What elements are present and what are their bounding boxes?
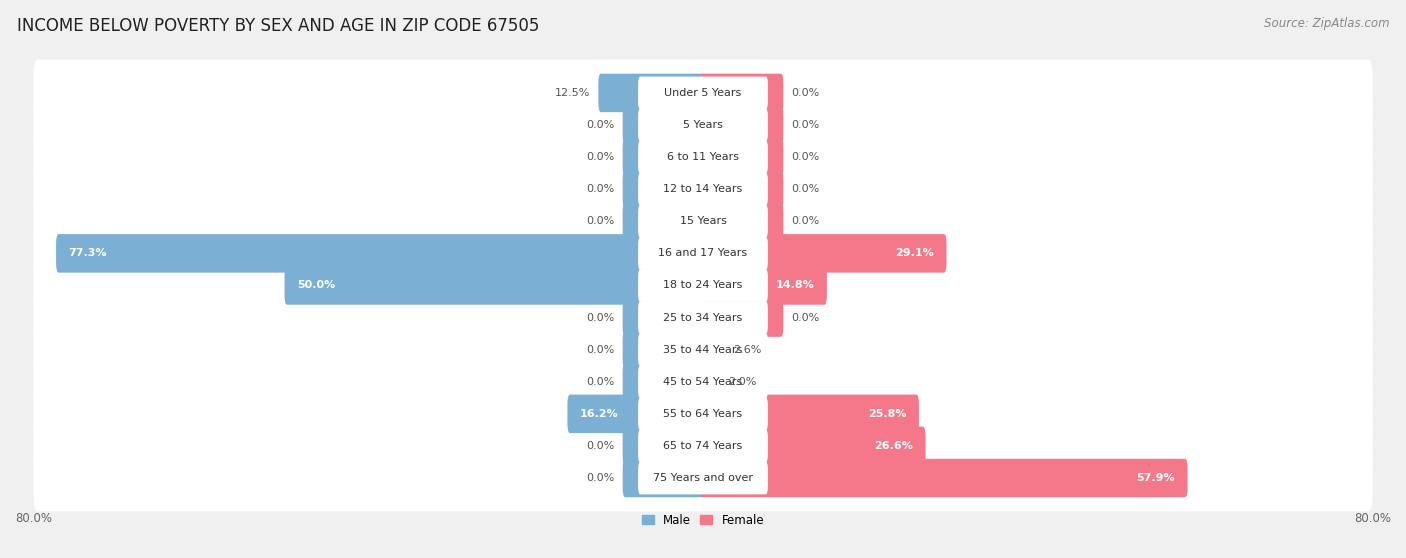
Text: 0.0%: 0.0% <box>586 377 614 387</box>
Text: 0.0%: 0.0% <box>586 217 614 227</box>
Text: 12 to 14 Years: 12 to 14 Years <box>664 184 742 194</box>
Text: 0.0%: 0.0% <box>586 152 614 162</box>
Text: 2.6%: 2.6% <box>733 345 762 355</box>
Text: 35 to 44 Years: 35 to 44 Years <box>664 345 742 355</box>
FancyBboxPatch shape <box>700 299 783 337</box>
Text: 26.6%: 26.6% <box>875 441 912 451</box>
FancyBboxPatch shape <box>700 330 724 369</box>
FancyBboxPatch shape <box>638 76 768 109</box>
Legend: Male, Female: Male, Female <box>641 513 765 527</box>
FancyBboxPatch shape <box>700 266 827 305</box>
Text: 0.0%: 0.0% <box>586 345 614 355</box>
Text: 15 Years: 15 Years <box>679 217 727 227</box>
FancyBboxPatch shape <box>34 156 1372 223</box>
FancyBboxPatch shape <box>638 109 768 141</box>
FancyBboxPatch shape <box>638 430 768 462</box>
Text: 0.0%: 0.0% <box>586 441 614 451</box>
FancyBboxPatch shape <box>638 141 768 174</box>
Text: 75 Years and over: 75 Years and over <box>652 473 754 483</box>
FancyBboxPatch shape <box>638 205 768 238</box>
FancyBboxPatch shape <box>599 74 706 112</box>
FancyBboxPatch shape <box>623 170 706 209</box>
FancyBboxPatch shape <box>56 234 706 273</box>
FancyBboxPatch shape <box>34 348 1372 415</box>
FancyBboxPatch shape <box>34 220 1372 287</box>
FancyBboxPatch shape <box>638 461 768 494</box>
FancyBboxPatch shape <box>700 138 783 176</box>
FancyBboxPatch shape <box>700 202 783 240</box>
Text: 25.8%: 25.8% <box>868 409 907 419</box>
FancyBboxPatch shape <box>623 459 706 497</box>
FancyBboxPatch shape <box>638 237 768 270</box>
Text: 16 and 17 Years: 16 and 17 Years <box>658 248 748 258</box>
Text: Source: ZipAtlas.com: Source: ZipAtlas.com <box>1264 17 1389 30</box>
FancyBboxPatch shape <box>700 106 783 145</box>
FancyBboxPatch shape <box>700 170 783 209</box>
Text: 14.8%: 14.8% <box>776 281 814 291</box>
Text: 0.0%: 0.0% <box>586 312 614 323</box>
FancyBboxPatch shape <box>34 60 1372 126</box>
Text: Under 5 Years: Under 5 Years <box>665 88 741 98</box>
FancyBboxPatch shape <box>34 412 1372 479</box>
FancyBboxPatch shape <box>623 106 706 145</box>
Text: 0.0%: 0.0% <box>792 312 820 323</box>
FancyBboxPatch shape <box>623 427 706 465</box>
FancyBboxPatch shape <box>623 138 706 176</box>
Text: 2.0%: 2.0% <box>728 377 756 387</box>
FancyBboxPatch shape <box>623 363 706 401</box>
FancyBboxPatch shape <box>34 92 1372 158</box>
FancyBboxPatch shape <box>34 316 1372 383</box>
FancyBboxPatch shape <box>638 301 768 334</box>
FancyBboxPatch shape <box>700 395 920 433</box>
Text: 0.0%: 0.0% <box>792 152 820 162</box>
Text: 50.0%: 50.0% <box>297 281 336 291</box>
FancyBboxPatch shape <box>638 333 768 366</box>
Text: 0.0%: 0.0% <box>586 120 614 130</box>
FancyBboxPatch shape <box>700 363 720 401</box>
Text: 57.9%: 57.9% <box>1136 473 1175 483</box>
Text: 29.1%: 29.1% <box>896 248 934 258</box>
Text: 6 to 11 Years: 6 to 11 Years <box>666 152 740 162</box>
Text: 5 Years: 5 Years <box>683 120 723 130</box>
Text: 55 to 64 Years: 55 to 64 Years <box>664 409 742 419</box>
Text: 25 to 34 Years: 25 to 34 Years <box>664 312 742 323</box>
Text: 12.5%: 12.5% <box>554 88 591 98</box>
Text: 18 to 24 Years: 18 to 24 Years <box>664 281 742 291</box>
FancyBboxPatch shape <box>34 284 1372 351</box>
Text: 65 to 74 Years: 65 to 74 Years <box>664 441 742 451</box>
Text: 45 to 54 Years: 45 to 54 Years <box>664 377 742 387</box>
FancyBboxPatch shape <box>638 365 768 398</box>
Text: 0.0%: 0.0% <box>586 184 614 194</box>
FancyBboxPatch shape <box>700 234 946 273</box>
FancyBboxPatch shape <box>34 445 1372 511</box>
FancyBboxPatch shape <box>638 173 768 205</box>
Text: 0.0%: 0.0% <box>792 184 820 194</box>
FancyBboxPatch shape <box>34 124 1372 190</box>
FancyBboxPatch shape <box>34 381 1372 447</box>
FancyBboxPatch shape <box>700 427 925 465</box>
FancyBboxPatch shape <box>34 252 1372 319</box>
FancyBboxPatch shape <box>638 397 768 430</box>
Text: 0.0%: 0.0% <box>792 217 820 227</box>
FancyBboxPatch shape <box>638 269 768 302</box>
FancyBboxPatch shape <box>568 395 706 433</box>
FancyBboxPatch shape <box>34 188 1372 254</box>
Text: 0.0%: 0.0% <box>586 473 614 483</box>
FancyBboxPatch shape <box>284 266 706 305</box>
FancyBboxPatch shape <box>700 459 1188 497</box>
Text: INCOME BELOW POVERTY BY SEX AND AGE IN ZIP CODE 67505: INCOME BELOW POVERTY BY SEX AND AGE IN Z… <box>17 17 540 35</box>
FancyBboxPatch shape <box>623 202 706 240</box>
FancyBboxPatch shape <box>623 299 706 337</box>
Text: 0.0%: 0.0% <box>792 120 820 130</box>
Text: 0.0%: 0.0% <box>792 88 820 98</box>
Text: 77.3%: 77.3% <box>69 248 107 258</box>
FancyBboxPatch shape <box>623 330 706 369</box>
Text: 16.2%: 16.2% <box>581 409 619 419</box>
FancyBboxPatch shape <box>700 74 783 112</box>
